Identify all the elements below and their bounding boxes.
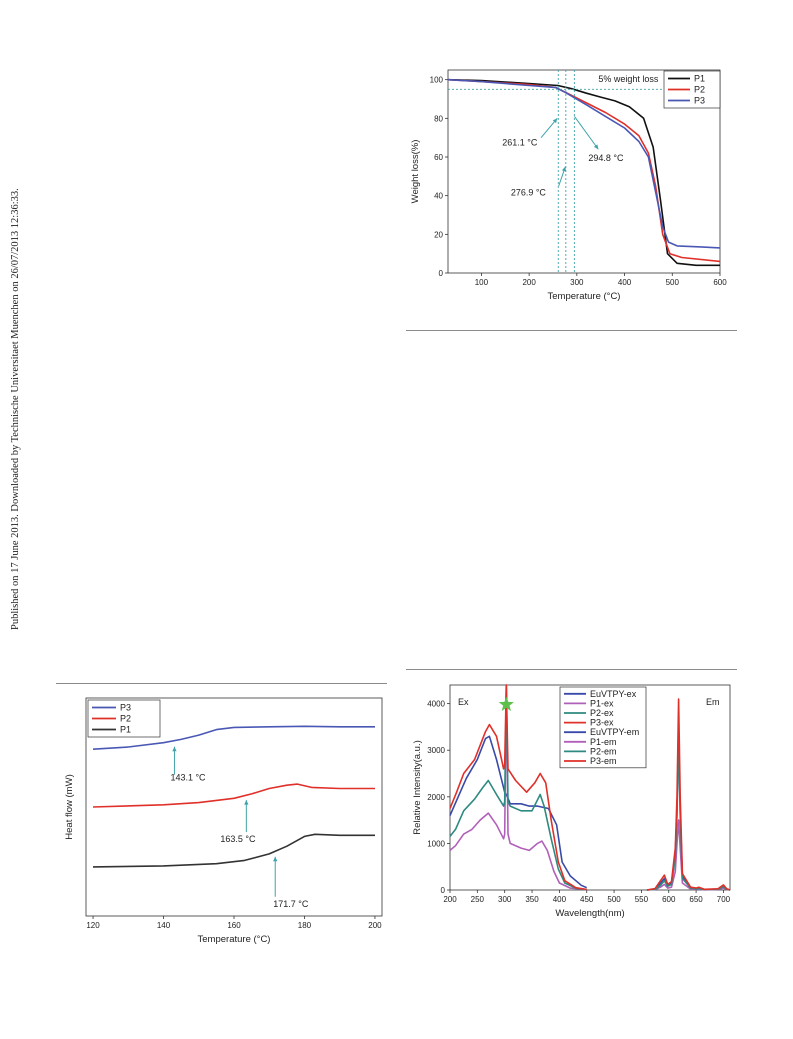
- rule-mid-right: [406, 669, 737, 670]
- pl-legend-box: [559, 686, 647, 769]
- tga-x-tick-label: 100: [475, 278, 489, 287]
- tga-temp-label: 261.1 °C: [502, 137, 538, 147]
- pl-y-tick-label: 3000: [427, 746, 445, 755]
- tga-y-tick-label: 0: [439, 269, 444, 278]
- tga-temp-arrow-head: [561, 166, 566, 172]
- pl-legend-entry: EuVTPY-ex: [590, 689, 637, 699]
- tga-x-tick-label: 400: [618, 278, 632, 287]
- pl-x-tick-label: 550: [635, 895, 649, 904]
- dsc-temp-arrow-head: [172, 746, 177, 752]
- tga-y-tick-label: 40: [434, 192, 443, 201]
- tga-plot-area: 100 200 300 400 500 600 0 20 40 60 80 100 Temperatur…: [410, 69, 727, 302]
- tga-temp-label: 276.9 °C: [511, 188, 547, 198]
- pl-y-tick-label: 1000: [427, 839, 445, 848]
- pl-x-tick-label: 250: [471, 895, 485, 904]
- pl-x-tick-label: 450: [580, 895, 594, 904]
- tga-x-tick-label: 500: [666, 278, 680, 287]
- tga-series-p1-line: [447, 78, 720, 267]
- tga-y-axis-label: Weight loss(%): [410, 140, 421, 204]
- dsc-series-p1-line: [92, 833, 375, 868]
- tga-legend-entry: P2: [694, 85, 705, 95]
- tga-frame: [447, 69, 721, 274]
- pl-x-tick-label: 400: [553, 895, 567, 904]
- pl-chart: 200 250 300 350 400 450 500 550 600 650 700 0 1000 20…: [412, 684, 731, 919]
- dsc-x-axis-label: Temperature (°C): [198, 934, 271, 945]
- publication-sidenote: Published on 17 June 2013. Downloaded by…: [10, 188, 21, 630]
- pl-legend-entry: P3-em: [590, 756, 617, 766]
- dsc-x-tick-label: 140: [157, 921, 171, 930]
- dsc-legend-entry: P1: [120, 725, 131, 735]
- dsc-y-axis-label: Heat flow (mW): [64, 774, 75, 839]
- tga-y-tick-label: 80: [434, 114, 443, 123]
- dsc-x-tick-label: 120: [86, 921, 100, 930]
- pl-series-p2-em-line: [646, 730, 731, 891]
- dsc-temp-arrow-head: [273, 856, 278, 862]
- pl-legend-entry: P2-ex: [590, 708, 614, 718]
- pl-x-axis-label: Wavelength(nm): [555, 908, 624, 919]
- rule-mid-left: [56, 683, 387, 684]
- pl-series-p3-em-line: [646, 698, 731, 891]
- dsc-x-tick-label: 180: [298, 921, 312, 930]
- pl-x-tick-label: 700: [717, 895, 731, 904]
- dsc-x-tick-label: 200: [368, 921, 382, 930]
- tga-y-tick-label: 60: [434, 153, 443, 162]
- tga-x-tick-label: 600: [713, 278, 727, 287]
- pl-legend-entry: P3-ex: [590, 718, 614, 728]
- dsc-temp-label: 171.7 °C: [273, 899, 309, 909]
- pl-legend-entry: EuVTPY-em: [590, 727, 639, 737]
- publication-sidenote-text: Published on 17 June 2013. Downloaded by…: [10, 188, 21, 630]
- pl-series-euvtpy-ex-line: [449, 735, 588, 889]
- dsc-chart: 120 140 160 180 200 Temperature (°C) Heat flow…: [64, 697, 383, 945]
- tga-y-tick-label: 100: [430, 76, 444, 85]
- tga-temp-label: 294.8 °C: [588, 153, 624, 163]
- tga-temp-arrow: [574, 116, 599, 150]
- tga-y-tick-label: 20: [434, 230, 443, 239]
- dsc-temp-label: 143.1 °C: [170, 773, 206, 783]
- tga-series-p3-line: [447, 78, 721, 249]
- tga-temp-arrow-head: [593, 144, 599, 150]
- pl-region-label-ex: Ex: [458, 697, 469, 707]
- pl-y-tick-label: 4000: [427, 700, 445, 709]
- pl-y-tick-label: 0: [441, 886, 446, 895]
- tga-x-axis-label: Temperature (°C): [548, 291, 621, 302]
- pl-x-tick-label: 300: [498, 895, 512, 904]
- pl-plot-area: 200 250 300 350 400 450 500 550 600 650 700 0 1000 20…: [412, 684, 731, 919]
- tga-legend-entry: P3: [694, 96, 705, 106]
- dsc-series-p2-line: [92, 783, 375, 808]
- dsc-x-tick-label: 160: [227, 921, 241, 930]
- pl-legend-entry: P1-ex: [590, 698, 614, 708]
- pl-series-euvtpy-em-line: [646, 735, 731, 891]
- tga-temp-arrow-head: [552, 118, 558, 124]
- pl-star-marker: [498, 696, 514, 711]
- pl-series-p3-ex-line: [449, 684, 587, 891]
- pl-x-tick-label: 600: [662, 895, 676, 904]
- rule-top-right: [406, 330, 737, 331]
- dsc-temp-arrow-head: [244, 800, 249, 805]
- pl-x-tick-label: 200: [443, 895, 457, 904]
- pl-x-tick-label: 350: [525, 895, 539, 904]
- dsc-plot-area: 120 140 160 180 200 Temperature (°C) Heat flow…: [64, 697, 383, 945]
- pl-series-p1-ex-line: [449, 684, 587, 891]
- pl-legend-entry: P1-em: [590, 737, 617, 747]
- tga-x-tick-label: 300: [570, 278, 584, 287]
- pl-y-tick-label: 2000: [427, 793, 445, 802]
- pl-region-label-em: Em: [706, 697, 720, 707]
- pl-series-p2-ex-line: [449, 684, 587, 891]
- pl-legend-entry: P2-em: [590, 746, 617, 756]
- dsc-series-p3-line: [92, 725, 375, 750]
- dsc-temp-label: 163.5 °C: [220, 834, 256, 844]
- pl-x-tick-label: 500: [607, 895, 621, 904]
- pl-series-p1-em-line: [646, 819, 731, 891]
- tga-legend-entry: P1: [694, 74, 705, 84]
- pl-y-axis-label: Relative Intensity(a.u.): [412, 740, 423, 835]
- dsc-legend-entry: P3: [120, 703, 131, 713]
- tga-chart: 100 200 300 400 500 600 0 20 40 60 80 100 Temperatur…: [410, 69, 727, 302]
- dsc-legend-entry: P2: [120, 714, 131, 724]
- pl-frame: [449, 684, 731, 891]
- dsc-legend-box: [87, 699, 161, 738]
- tga-threshold-label: 5% weight loss: [598, 74, 659, 84]
- pl-x-tick-label: 650: [689, 895, 703, 904]
- tga-x-tick-label: 200: [522, 278, 536, 287]
